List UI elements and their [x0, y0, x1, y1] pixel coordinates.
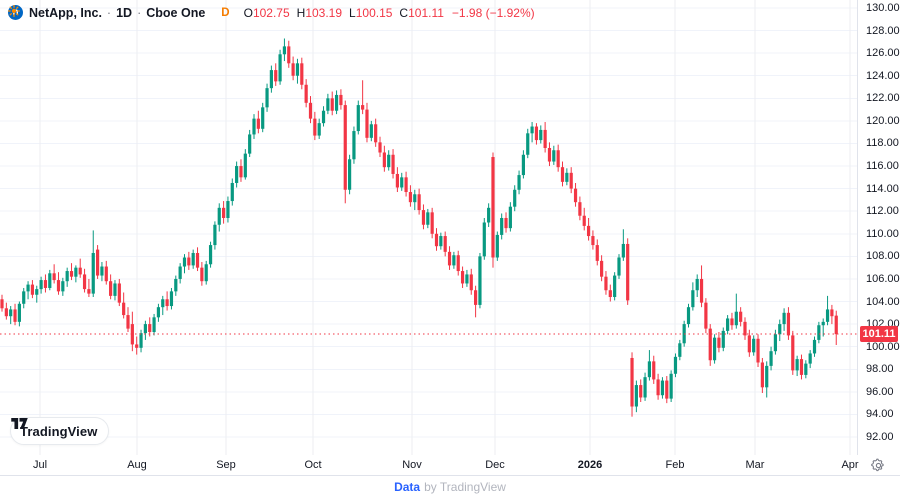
time-tick-label: 2026 — [577, 459, 603, 471]
symbol-legend: n NetApp, Inc. · 1D · Cboe One — [8, 5, 535, 20]
delayed-sun-icon — [8, 5, 20, 17]
price-tick-label: 94.00 — [866, 408, 894, 421]
price-tick-label: 96.00 — [866, 385, 894, 398]
price-tick-label: 106.00 — [866, 272, 900, 285]
time-tick-label: Sep — [216, 459, 236, 471]
low-value: 100.15 — [355, 5, 393, 20]
chart-pane[interactable]: n NetApp, Inc. · 1D · Cboe One — [0, 0, 858, 455]
symbol-name[interactable]: NetApp, Inc. — [29, 5, 102, 20]
exchange-label[interactable]: Cboe One — [146, 5, 206, 20]
legend-separator: · — [137, 5, 142, 20]
tradingview-logo-text: TradingView — [20, 423, 98, 439]
time-tick-label: Jul — [32, 459, 48, 471]
close-value: 101.11 — [408, 5, 444, 20]
price-tick-label: 108.00 — [866, 250, 900, 263]
price-tick-label: 120.00 — [866, 114, 900, 127]
price-tick-label: 98.00 — [866, 363, 894, 376]
low-key: L — [349, 5, 356, 20]
close-key: C — [399, 5, 409, 20]
gear-icon[interactable] — [871, 458, 886, 473]
data-link[interactable]: Data — [394, 480, 421, 494]
price-tick-label: 92.00 — [866, 431, 894, 443]
price-tick-label: 126.00 — [866, 47, 900, 60]
price-tick-label: 118.00 — [866, 137, 899, 150]
open-value: 102.75 — [252, 5, 290, 20]
time-tick-label: Mar — [745, 459, 765, 471]
price-tick-label: 124.00 — [866, 69, 900, 82]
time-axis[interactable]: Jul Aug Sep Oct Nov Dec 2026 Feb Mar Apr — [0, 456, 859, 475]
high-value: 103.19 — [305, 5, 343, 20]
time-tick-label: Dec — [485, 459, 505, 471]
price-axis[interactable]: 101.11 92.00 94.00 96.00 98.00 100.00 102.00 1… — [858, 0, 900, 455]
attribution-bar: Data by TradingView — [0, 476, 900, 498]
time-tick-label: Apr — [841, 459, 859, 471]
price-tick-label: 128.00 — [866, 24, 900, 37]
price-tick-label: 116.00 — [866, 160, 899, 173]
open-key: O — [243, 5, 253, 20]
delayed-data-badge[interactable]: D — [8, 5, 230, 19]
candlestick-chart[interactable] — [0, 0, 857, 455]
price-tick-label: 104.00 — [866, 295, 900, 308]
change-value: −1.98 (−1.92%) — [451, 5, 535, 20]
ohlc-values: O102.75 H103.19 L100.15 C101.11 −1.98 (−… — [244, 6, 535, 20]
attribution-text: by TradingView — [424, 480, 506, 494]
price-tick-label: 110.00 — [866, 227, 899, 240]
interval-label[interactable]: 1D — [116, 5, 133, 20]
price-tick-label: 130.00 — [866, 2, 900, 14]
price-tick-label: 114.00 — [866, 182, 899, 195]
legend-separator: · — [106, 5, 112, 20]
time-tick-label: Aug — [127, 459, 147, 471]
time-tick-label: Oct — [304, 459, 322, 471]
last-price-badge: 101.11 — [860, 326, 898, 343]
delayed-d-label: D — [221, 6, 230, 19]
tradingview-logo[interactable]: TradingView — [10, 417, 110, 445]
time-tick-label: Nov — [402, 459, 422, 471]
footer-divider — [0, 475, 900, 476]
time-tick-label: Feb — [665, 459, 685, 471]
price-tick-label: 122.00 — [866, 92, 900, 105]
price-tick-label: 112.00 — [866, 205, 899, 218]
high-key: H — [296, 5, 306, 20]
tradingview-mark-icon — [11, 418, 28, 429]
axis-corner — [857, 456, 900, 475]
price-tick-label: 100.00 — [866, 340, 900, 353]
